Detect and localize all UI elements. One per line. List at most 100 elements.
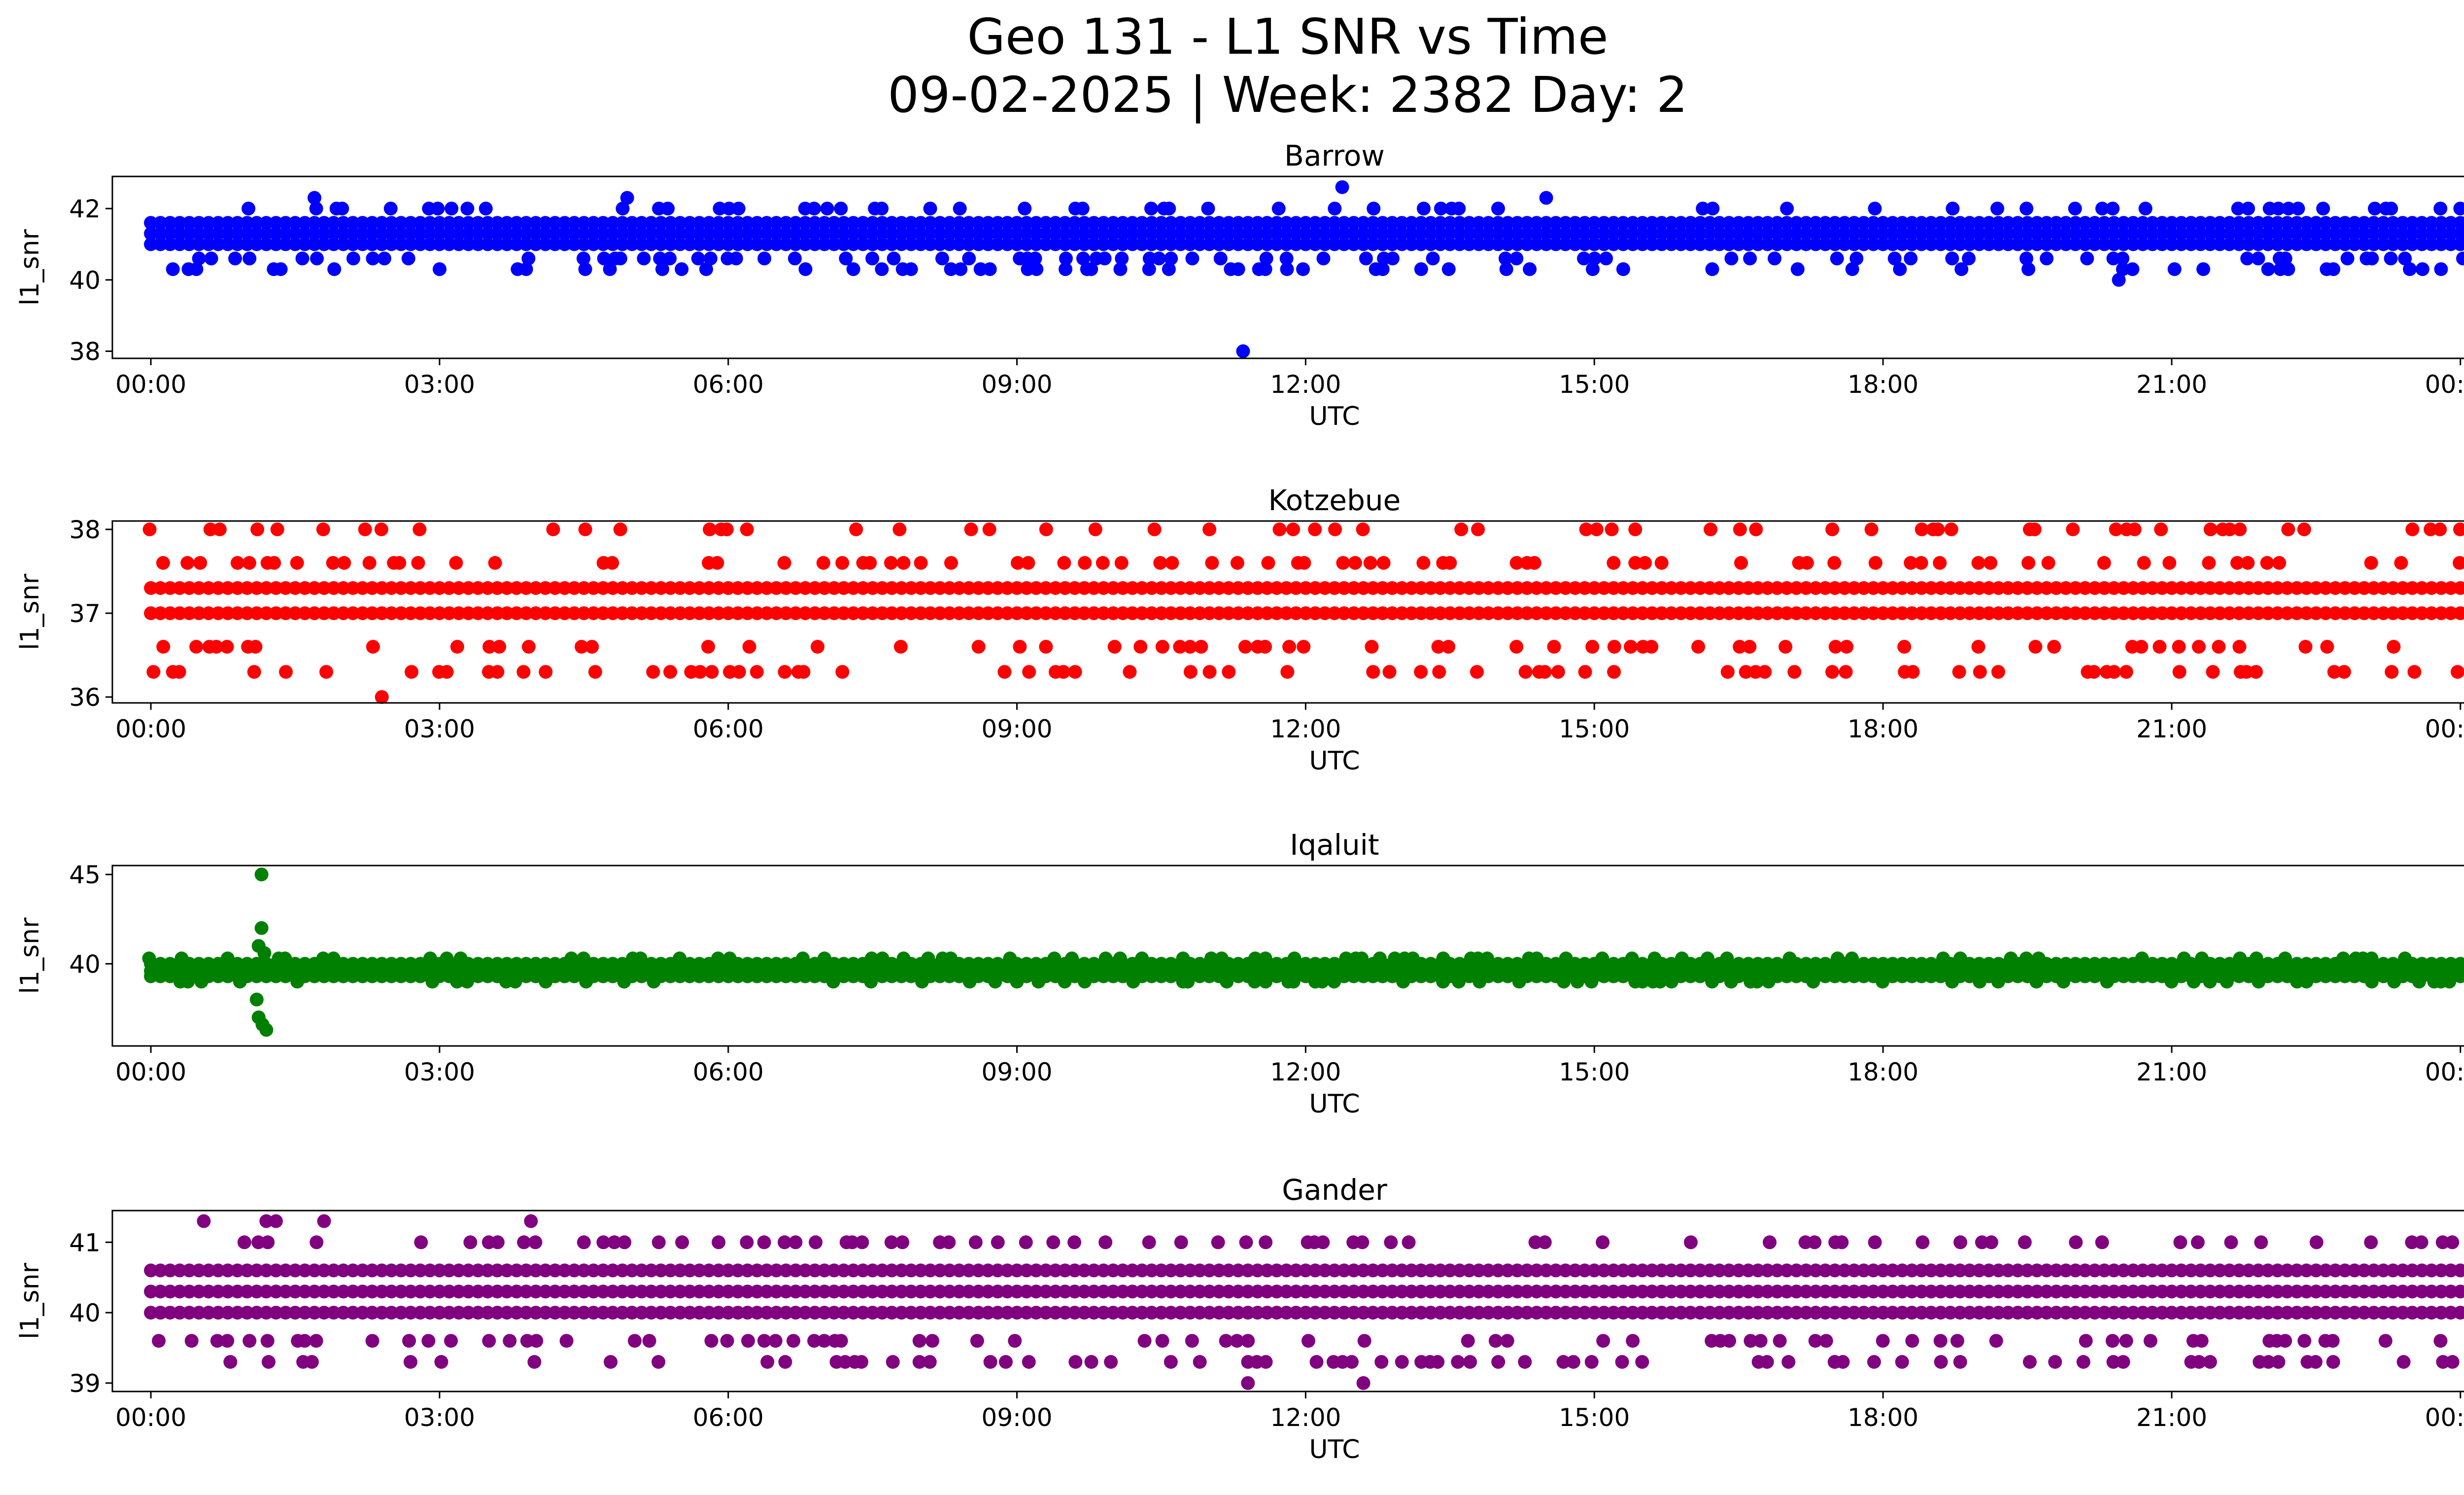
data-point: [2376, 1285, 2391, 1299]
data-point: [1991, 665, 2005, 679]
data-point: [172, 1263, 187, 1278]
x-tick-label: 00:00: [115, 715, 186, 743]
data-point: [1577, 581, 1592, 595]
data-point: [2242, 1263, 2256, 1278]
data-point: [885, 226, 899, 241]
data-point: [635, 237, 649, 251]
data-point: [452, 581, 466, 595]
data-point: [1595, 951, 1609, 966]
data-point: [1596, 1235, 1610, 1250]
data-point: [2116, 262, 2130, 277]
data-point: [2127, 522, 2142, 536]
data-point: [759, 226, 774, 241]
data-point: [1760, 957, 1775, 971]
data-point: [375, 1263, 389, 1278]
data-point: [596, 957, 610, 971]
data-point: [2319, 216, 2333, 230]
data-point: [2328, 237, 2342, 251]
data-point: [654, 226, 668, 241]
data-point: [1472, 606, 1486, 621]
data-point: [2290, 1285, 2304, 1299]
data-point: [1751, 226, 1765, 241]
data-point: [1530, 216, 1544, 230]
data-point: [1664, 1306, 1678, 1320]
data-point: [2405, 1235, 2419, 1250]
data-point: [278, 216, 293, 230]
data-point: [394, 1306, 408, 1320]
data-point: [1924, 216, 1938, 230]
data-point: [1084, 1355, 1098, 1369]
data-point: [1838, 1306, 1851, 1320]
data-point: [2193, 237, 2208, 251]
data-point: [962, 1306, 976, 1320]
data-point: [997, 665, 1012, 679]
data-point: [548, 216, 562, 230]
data-point: [2107, 1306, 2121, 1320]
data-point: [2232, 1285, 2246, 1299]
data-point: [1356, 1263, 1370, 1278]
data-point: [692, 581, 707, 595]
data-point: [2011, 226, 2025, 241]
data-point: [1626, 1306, 1640, 1320]
data-point: [1518, 665, 1533, 679]
data-point: [288, 606, 302, 621]
data-point: [529, 216, 543, 230]
data-point: [675, 262, 689, 277]
data-point: [384, 1285, 399, 1299]
data-point: [242, 1334, 257, 1348]
data-point: [1895, 216, 1910, 230]
data-point: [1202, 226, 1217, 241]
outlier-point: [197, 1214, 211, 1228]
data-point: [1164, 237, 1178, 251]
data-point: [1704, 522, 1718, 536]
data-point: [1760, 581, 1775, 595]
data-point: [2030, 1263, 2044, 1278]
data-point: [2040, 1263, 2053, 1278]
data-point: [1212, 226, 1226, 241]
data-point: [1934, 237, 1948, 251]
data-point: [1219, 1334, 1233, 1348]
data-point: [1934, 1285, 1948, 1299]
data-point: [1819, 1334, 1833, 1348]
data-point: [1183, 237, 1198, 251]
data-point: [1674, 1306, 1688, 1320]
data-point: [1075, 202, 1090, 216]
data-point: [1375, 1263, 1390, 1278]
data-point: [1114, 556, 1129, 570]
x-tick-label: 12:00: [1270, 1058, 1341, 1086]
data-point: [461, 237, 476, 251]
data-point: [1789, 1306, 1804, 1320]
data-point: [663, 1306, 678, 1320]
data-point: [2365, 251, 2379, 266]
data-point: [1193, 226, 1207, 241]
data-point: [1684, 1235, 1698, 1250]
data-point: [1173, 640, 1187, 654]
data-point: [1616, 262, 1630, 277]
data-point: [488, 556, 502, 570]
data-point: [1385, 581, 1400, 595]
data-point: [144, 606, 158, 621]
data-point: [2155, 1285, 2169, 1299]
x-tick-label: 06:00: [693, 715, 764, 743]
data-point: [1259, 1235, 1273, 1250]
data-point: [490, 1306, 505, 1320]
data-point: [1780, 1263, 1794, 1278]
data-point: [1857, 226, 1871, 241]
data-point: [1087, 216, 1101, 230]
data-point: [933, 237, 947, 251]
outlier-point: [202, 1306, 216, 1320]
data-point: [1549, 1306, 1563, 1320]
data-point: [616, 216, 629, 230]
data-point: [479, 202, 493, 216]
data-point: [355, 581, 370, 595]
data-point: [1424, 1306, 1438, 1320]
data-point: [2011, 1306, 2025, 1320]
x-tick-label: 21:00: [2136, 1403, 2207, 1432]
data-point: [557, 581, 572, 595]
data-point: [740, 1263, 754, 1278]
data-point: [1212, 606, 1226, 621]
data-point: [366, 251, 380, 266]
data-point: [904, 216, 918, 230]
data-point: [692, 1263, 707, 1278]
data-point: [1915, 606, 1929, 621]
